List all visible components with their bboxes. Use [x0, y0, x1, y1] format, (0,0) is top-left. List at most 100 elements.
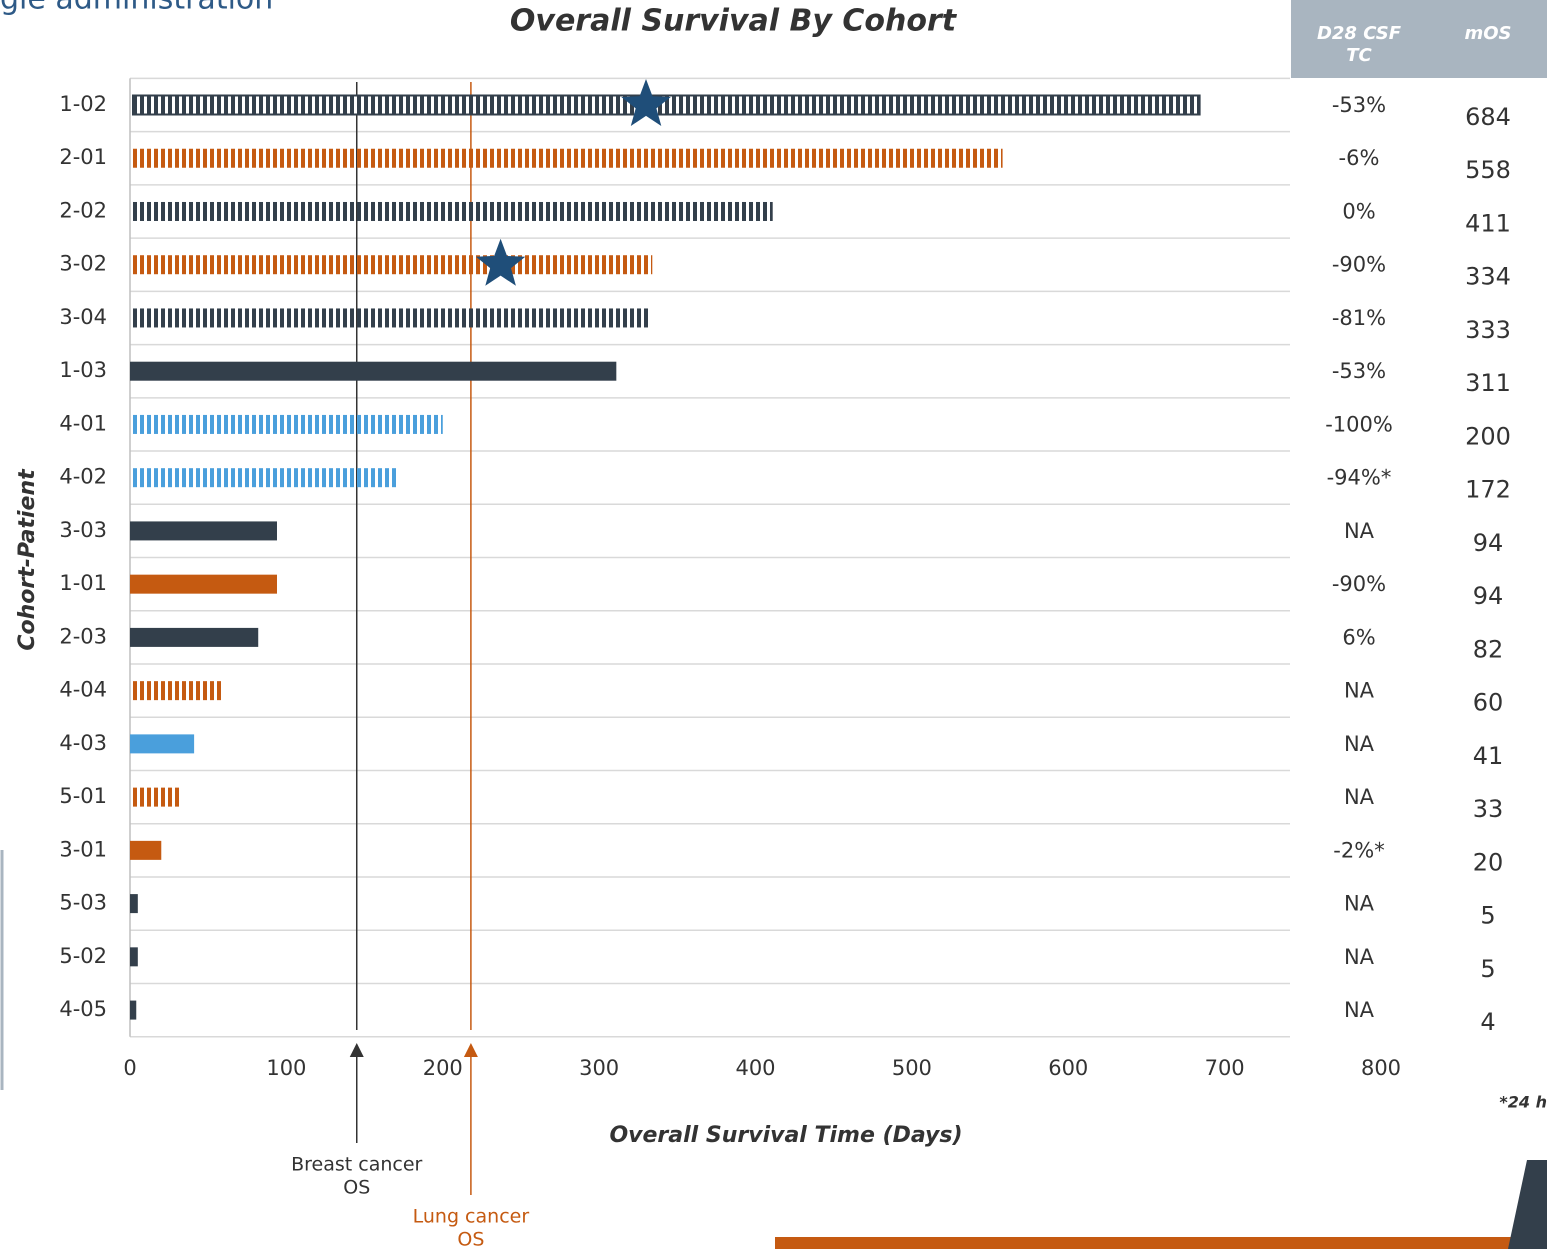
x-tick-label: 100 [266, 1056, 306, 1080]
table-header: TC [1346, 45, 1372, 66]
bar [130, 734, 195, 754]
y-tick-label: 3-04 [59, 305, 107, 329]
mos-value: 33 [1473, 795, 1504, 823]
header-fragment: gle administration [0, 0, 273, 17]
mos-value: 60 [1473, 689, 1504, 717]
csf-value: NA [1344, 892, 1375, 916]
bar [133, 148, 1003, 168]
csf-value: NA [1344, 945, 1375, 969]
csf-value: NA [1344, 998, 1375, 1022]
mos-value: 684 [1465, 103, 1511, 131]
y-tick-label: 5-01 [59, 784, 107, 808]
mos-value: 200 [1465, 422, 1511, 450]
csf-value: -2%* [1333, 838, 1384, 862]
star-marker [475, 238, 526, 286]
chart-title: Overall Survival By Cohort [510, 4, 958, 39]
bar [130, 521, 277, 541]
y-tick-label: 5-02 [59, 944, 107, 968]
mos-value: 172 [1465, 476, 1511, 504]
x-axis-title: Overall Survival Time (Days) [609, 1123, 962, 1148]
mos-value: 82 [1473, 635, 1504, 663]
y-tick-label: 4-05 [59, 997, 107, 1021]
csf-value: -90% [1332, 572, 1386, 596]
csf-value: NA [1344, 519, 1375, 543]
x-tick-label: 300 [579, 1056, 619, 1080]
bar [130, 894, 138, 914]
y-tick-label: 1-02 [59, 92, 107, 116]
y-tick-label: 3-03 [59, 518, 107, 542]
csf-value: NA [1344, 785, 1375, 809]
csf-value: -94%* [1327, 466, 1392, 490]
bar [133, 414, 443, 434]
x-tick-label: 700 [1205, 1056, 1245, 1080]
csf-value: NA [1344, 679, 1375, 703]
mos-value: 558 [1465, 156, 1511, 184]
decor-bar [775, 1237, 1515, 1249]
y-axis-title: Cohort-Patient [15, 468, 40, 651]
star-marker [621, 79, 671, 126]
bar [133, 787, 182, 807]
bar [133, 468, 399, 488]
decor-shape [1508, 1160, 1547, 1249]
csf-value: 0% [1342, 199, 1375, 223]
mos-value: 5 [1480, 955, 1495, 983]
x-tick-label: 0 [123, 1056, 136, 1080]
y-tick-label: 5-03 [59, 891, 107, 915]
table-header-bg [1291, 0, 1547, 78]
y-tick-label: 3-01 [59, 837, 107, 861]
bar [130, 574, 277, 594]
x-tick-label: 400 [735, 1056, 775, 1080]
x-tick-label: 600 [1048, 1056, 1088, 1080]
y-tick-label: 4-03 [59, 731, 107, 755]
csf-value: NA [1344, 732, 1375, 756]
mos-value: 5 [1480, 902, 1495, 930]
y-tick-label: 1-03 [59, 358, 107, 382]
footnote: *24 h [1499, 1093, 1547, 1112]
reference-label: Breast cancer [291, 1154, 422, 1176]
bar [130, 627, 259, 647]
mos-value: 334 [1465, 263, 1511, 291]
mos-value: 94 [1473, 529, 1504, 557]
csf-value: -53% [1332, 359, 1386, 383]
y-tick-label: 4-01 [59, 411, 107, 435]
mos-value: 94 [1473, 582, 1504, 610]
y-tick-label: 4-02 [59, 465, 107, 489]
y-tick-label: 2-03 [59, 624, 107, 648]
x-tick-label: 200 [423, 1056, 463, 1080]
mos-value: 20 [1473, 848, 1504, 876]
mos-value: 4 [1480, 1008, 1495, 1036]
mos-value: 311 [1465, 369, 1511, 397]
bar [130, 1000, 137, 1020]
y-tick-label: 1-01 [59, 571, 107, 595]
y-tick-label: 3-02 [59, 252, 107, 276]
csf-value: -6% [1339, 146, 1380, 170]
bar [133, 201, 773, 221]
bar [133, 308, 651, 328]
mos-value: 333 [1465, 316, 1511, 344]
reference-label: Lung cancer [413, 1206, 530, 1228]
csf-value: -81% [1332, 306, 1386, 330]
reference-arrow [463, 1043, 478, 1057]
bar [130, 840, 162, 860]
csf-value: 6% [1342, 625, 1375, 649]
reference-arrow [349, 1043, 364, 1057]
reference-label: OS [343, 1177, 370, 1199]
y-tick-label: 4-04 [59, 678, 107, 702]
y-tick-label: 2-01 [59, 145, 107, 169]
csf-value: -100% [1325, 412, 1393, 436]
bar [132, 94, 1201, 116]
y-tick-label: 2-02 [59, 198, 107, 222]
bar [130, 947, 138, 967]
table-header: mOS [1464, 23, 1511, 44]
csf-value: -53% [1332, 93, 1386, 117]
csf-value: -90% [1332, 253, 1386, 277]
x-tick-label: 800 [1361, 1056, 1401, 1080]
reference-label: OS [457, 1229, 484, 1249]
mos-value: 41 [1473, 742, 1504, 770]
bar [130, 361, 617, 381]
bar [133, 681, 224, 701]
bar [133, 255, 653, 275]
x-tick-label: 500 [892, 1056, 932, 1080]
mos-value: 411 [1465, 209, 1511, 237]
